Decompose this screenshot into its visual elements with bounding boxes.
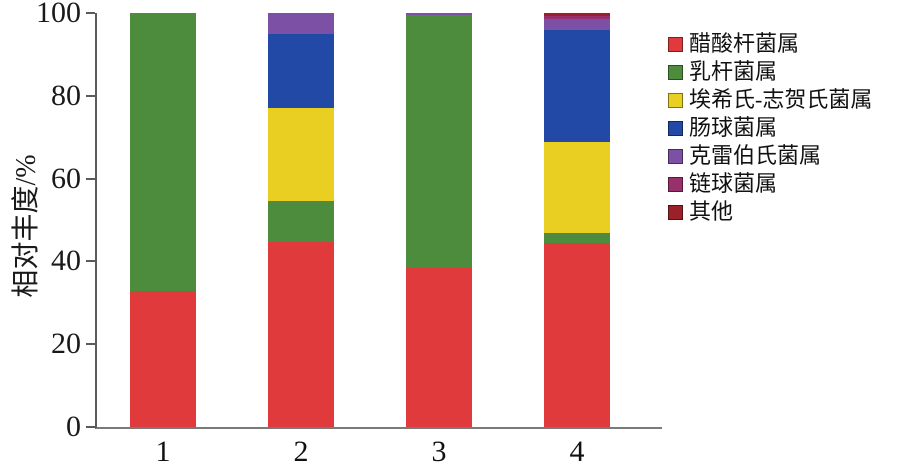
legend-item: 乳杆菌属: [668, 58, 872, 86]
legend-swatch: [668, 36, 683, 52]
bar-2: [268, 13, 334, 427]
bar-segment: [130, 13, 196, 292]
bar-segment: [268, 33, 334, 109]
legend-item: 肠球菌属: [668, 114, 872, 142]
legend-item: 克雷伯氏菌属: [668, 142, 872, 170]
x-tick-label: 1: [155, 435, 171, 468]
legend-item: 链球菌属: [668, 170, 872, 198]
legend-label: 肠球菌属: [689, 115, 778, 140]
legend-item: 醋酸杆菌属: [668, 30, 872, 58]
legend-label: 埃希氏-志贺氏菌属: [689, 87, 873, 112]
bar-segment: [544, 13, 610, 17]
legend-swatch: [668, 148, 683, 164]
bar-segment: [544, 233, 610, 243]
y-axis-title: 相对丰度/%: [11, 154, 42, 298]
y-tick-mark: [86, 343, 95, 346]
bar-segment: [544, 142, 610, 234]
legend-item: 其他: [668, 198, 872, 226]
y-tick-label: 0: [66, 410, 81, 443]
legend-swatch: [668, 204, 683, 220]
y-tick-label: 40: [51, 244, 81, 278]
legend-label: 醋酸杆菌属: [689, 31, 800, 56]
legend-label: 链球菌属: [689, 171, 778, 196]
bar-segment: [268, 200, 334, 242]
y-tick-label: 60: [51, 161, 81, 195]
bar-segment: [406, 267, 472, 427]
x-tick-label: 2: [293, 435, 309, 468]
bar-segment: [544, 19, 610, 30]
legend: 醋酸杆菌属乳杆菌属埃希氏-志贺氏菌属 肠球菌属克雷伯氏菌属 链球菌属其他: [668, 30, 872, 226]
bar-1: [130, 13, 196, 427]
y-tick-label: 100: [36, 0, 81, 29]
y-tick-mark: [86, 12, 95, 14]
y-tick-label: 20: [51, 327, 81, 361]
y-tick-label: 80: [51, 78, 81, 112]
plot-area: 0 20 40 60 80 100 1 2 3 4: [36, 0, 662, 467]
bar-segment: [268, 13, 334, 34]
bar-segment: [544, 242, 610, 427]
x-tick-label: 3: [431, 435, 447, 468]
bar-segment: [130, 291, 196, 427]
y-tick-mark: [86, 260, 95, 263]
x-tick-label: 4: [569, 435, 585, 468]
legend-swatch: [668, 176, 683, 192]
legend-swatch: [668, 92, 683, 108]
legend-label: 克雷伯氏菌属: [689, 143, 822, 168]
legend-swatch: [668, 64, 683, 80]
bar-segment: [268, 108, 334, 201]
bar-4: [544, 13, 610, 427]
y-tick-mark: [86, 94, 95, 97]
legend-label: 其他: [689, 199, 734, 224]
y-tick-mark: [86, 426, 95, 428]
bar-segment: [544, 16, 610, 20]
bar-segment: [406, 13, 472, 16]
legend-item: 埃希氏-志贺氏菌属: [668, 86, 872, 114]
legend-swatch: [668, 120, 683, 136]
bar-3: [406, 13, 472, 427]
bar-segment: [544, 29, 610, 143]
bar-segment: [406, 15, 472, 268]
legend-label: 乳杆菌属: [689, 59, 778, 84]
bar-segment: [268, 241, 334, 427]
y-tick-mark: [86, 177, 95, 180]
